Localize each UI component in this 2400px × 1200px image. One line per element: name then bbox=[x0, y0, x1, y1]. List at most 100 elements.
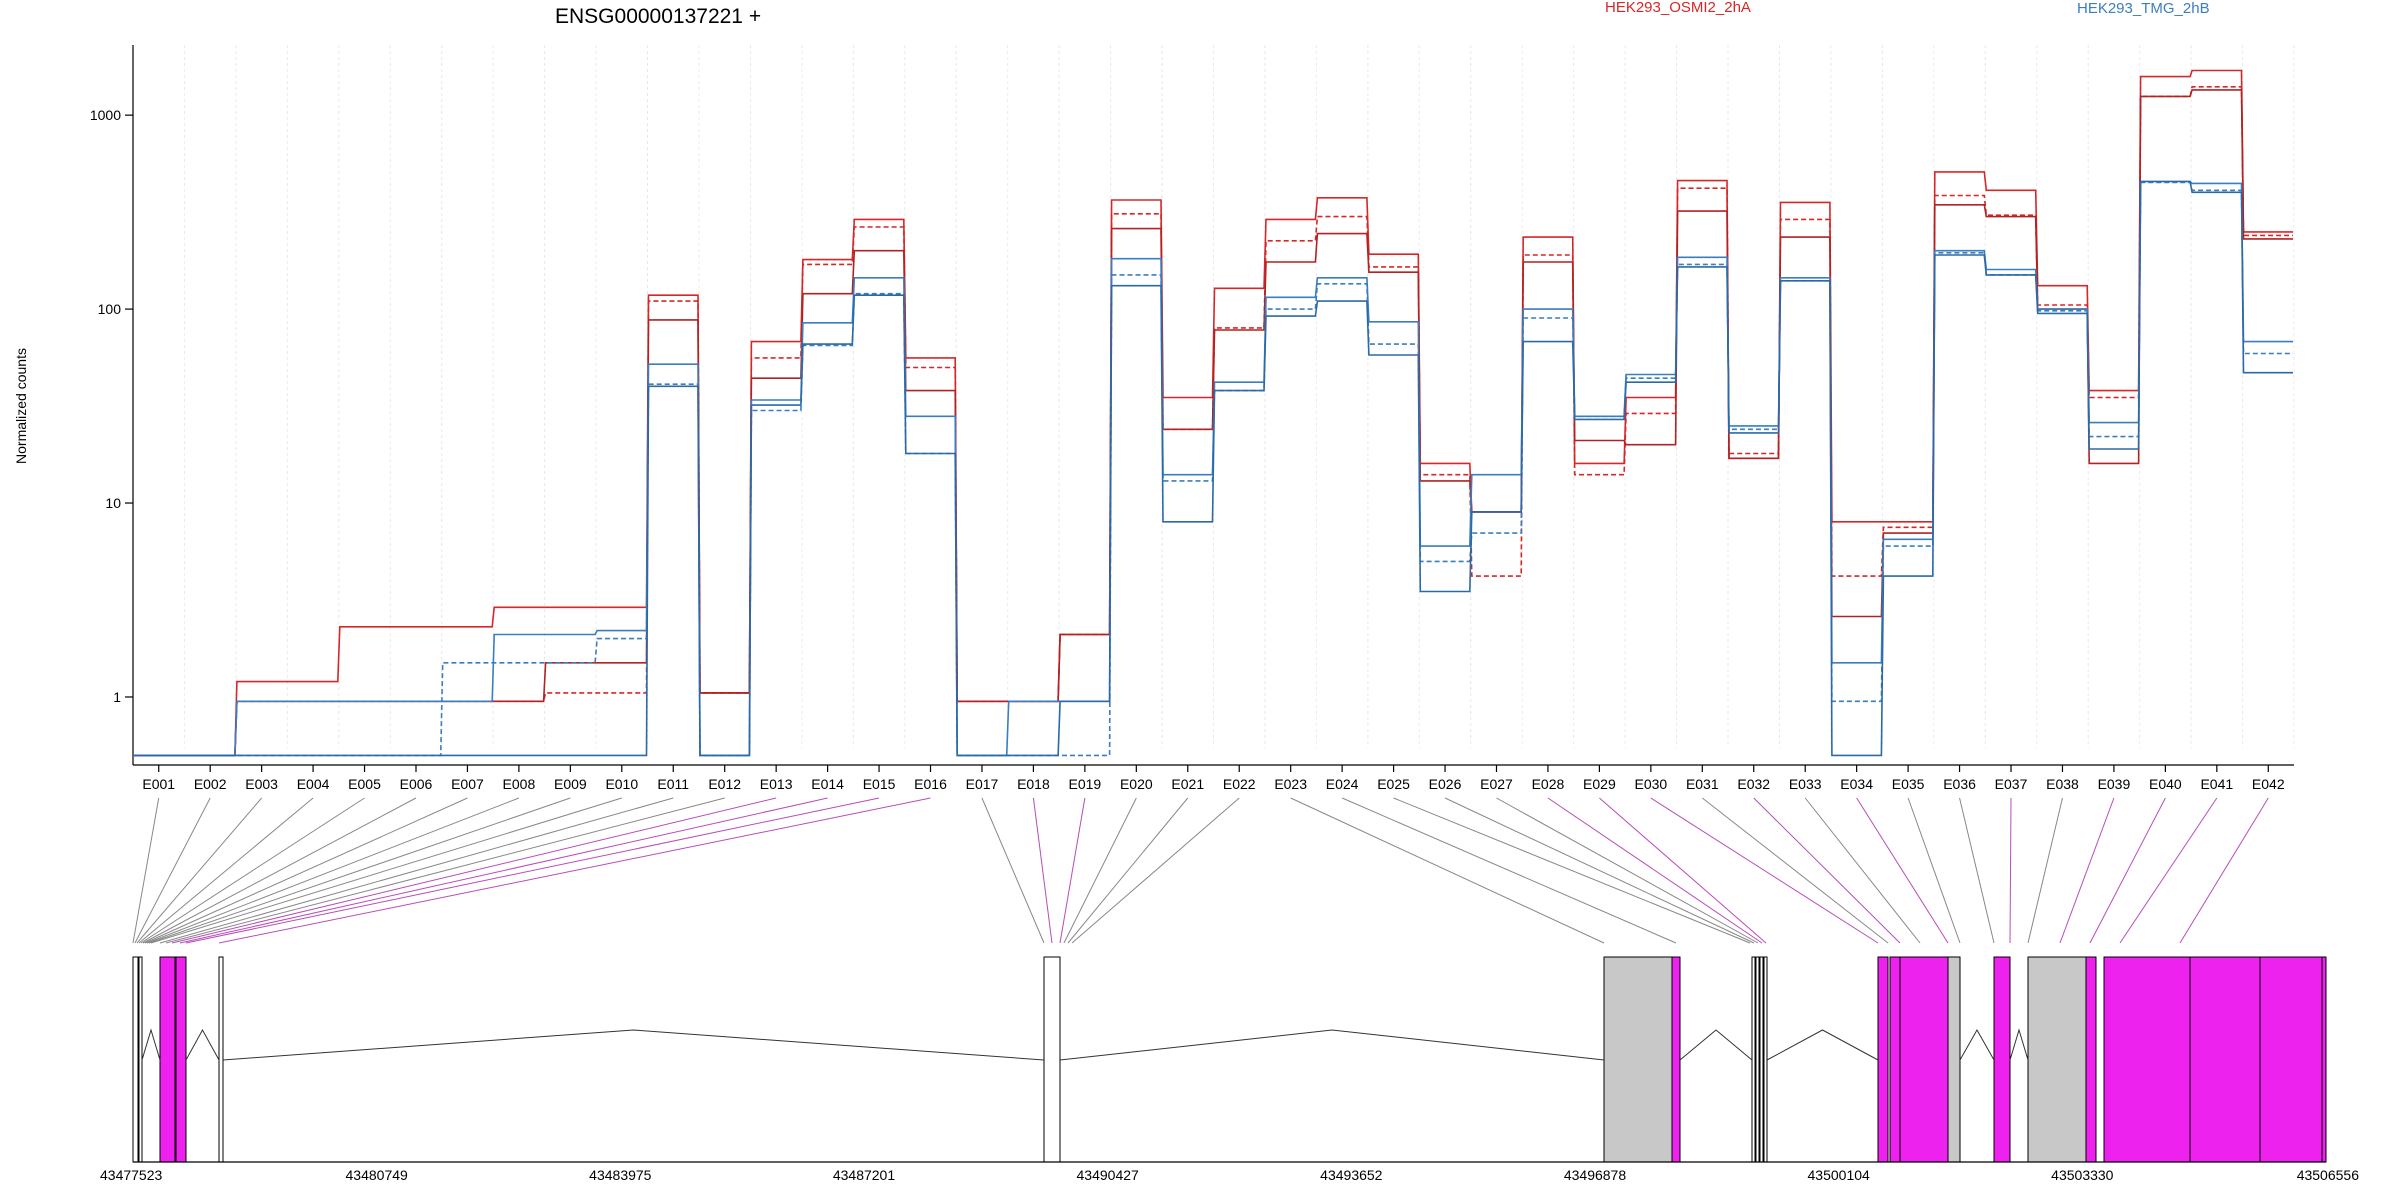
exon-label: E036 bbox=[1943, 776, 1976, 792]
intron-connector bbox=[1959, 1028, 1995, 1061]
exon-connector bbox=[981, 797, 1045, 944]
coordinate-label: 43500104 bbox=[1808, 1167, 1871, 1183]
exon-label: E012 bbox=[708, 776, 741, 792]
exon-label: E011 bbox=[657, 776, 689, 792]
exon-connector bbox=[159, 797, 674, 944]
exon-label: E030 bbox=[1634, 776, 1667, 792]
exon-connector bbox=[1341, 797, 1677, 944]
exon-label: E018 bbox=[1017, 776, 1050, 792]
exon-connector bbox=[134, 797, 211, 944]
exon-block bbox=[1877, 956, 1889, 1163]
exon-connector bbox=[1650, 797, 1879, 944]
exon-label: E042 bbox=[2252, 776, 2285, 792]
exon-label: E004 bbox=[297, 776, 330, 792]
exon-block bbox=[138, 956, 143, 1163]
exon-connector bbox=[165, 797, 725, 944]
exon-connector bbox=[1496, 797, 1759, 944]
exon-connector bbox=[2027, 797, 2063, 944]
exon-block bbox=[2027, 956, 2087, 1163]
y-tick-label: 1 bbox=[113, 689, 121, 705]
exon-block bbox=[2189, 956, 2261, 1163]
exon-label: E006 bbox=[400, 776, 433, 792]
exon-label: E025 bbox=[1377, 776, 1410, 792]
exon-label: E016 bbox=[914, 776, 947, 792]
coordinate-label: 43483975 bbox=[589, 1167, 652, 1183]
exon-label: E015 bbox=[863, 776, 896, 792]
exon-label: E039 bbox=[2098, 776, 2131, 792]
exon-connector bbox=[185, 797, 880, 944]
exon-connector bbox=[150, 797, 622, 944]
exon-block bbox=[1947, 956, 1961, 1163]
exon-label: E032 bbox=[1737, 776, 1770, 792]
exon-block bbox=[1751, 956, 1756, 1163]
exon-block bbox=[2321, 956, 2327, 1163]
exon-block bbox=[1889, 956, 1901, 1163]
intron-connector bbox=[1679, 1029, 1753, 1061]
gene-title: ENSG00000137221 + bbox=[555, 5, 761, 28]
exon-block bbox=[1763, 956, 1768, 1163]
coordinate-label: 43503330 bbox=[2051, 1167, 2114, 1183]
exon-label: E003 bbox=[245, 776, 278, 792]
exon-connector bbox=[2119, 797, 2218, 944]
coordinate-label: 43487201 bbox=[833, 1167, 896, 1183]
exon-connector bbox=[1059, 797, 1086, 944]
plot-series bbox=[134, 69, 2293, 757]
legend-label-tmg: HEK293_TMG_2hB bbox=[2077, 0, 2210, 17]
exon-connector bbox=[1032, 797, 1053, 944]
exon-connector bbox=[140, 797, 365, 944]
exon-connector bbox=[1856, 797, 1949, 944]
exon-block bbox=[1899, 956, 1949, 1163]
exon-label: E024 bbox=[1326, 776, 1359, 792]
y-tick-label: 1000 bbox=[90, 107, 121, 123]
exon-block bbox=[159, 956, 176, 1163]
legend-label-osmi2: HEK293_OSMI2_2hA bbox=[1605, 0, 1751, 16]
exon-block bbox=[1755, 956, 1760, 1163]
exon-connector bbox=[1959, 797, 1995, 944]
exon-label: E014 bbox=[811, 776, 844, 792]
exon-connector bbox=[136, 797, 263, 944]
exon-label: E010 bbox=[605, 776, 638, 792]
exon-connector bbox=[148, 797, 571, 944]
y-tick-label: 10 bbox=[105, 495, 121, 511]
exon-label: E028 bbox=[1532, 776, 1565, 792]
x-axis: E001 E002 E003 E004 E005 E006 E007 E008 E009 E010… bbox=[133, 764, 2294, 792]
exon-label: E023 bbox=[1274, 776, 1307, 792]
gene-model bbox=[132, 956, 2327, 1163]
exon-connector bbox=[132, 797, 160, 944]
exon-block bbox=[1759, 956, 1764, 1163]
exon-connector bbox=[1290, 797, 1605, 944]
exon-block bbox=[1043, 956, 1061, 1163]
exon-label: E038 bbox=[2046, 776, 2079, 792]
exon-label: E021 bbox=[1171, 776, 1204, 792]
exon-label: E013 bbox=[760, 776, 793, 792]
exon-connector bbox=[1701, 797, 1889, 944]
exon-connector bbox=[142, 797, 417, 944]
intron-connector bbox=[1059, 1029, 1605, 1061]
exon-connector bbox=[2059, 797, 2115, 944]
exon-connector bbox=[2089, 797, 2166, 944]
exon-label: E007 bbox=[451, 776, 484, 792]
exon-connector bbox=[1804, 797, 1921, 944]
exon-label: E026 bbox=[1429, 776, 1462, 792]
intron-connector bbox=[222, 1029, 1045, 1061]
intron-connector bbox=[1766, 1029, 1879, 1061]
exon-label: E002 bbox=[194, 776, 227, 792]
exon-connector bbox=[1393, 797, 1751, 944]
exon-connector bbox=[2179, 797, 2269, 944]
exon-label: E033 bbox=[1789, 776, 1822, 792]
exon-label: E019 bbox=[1069, 776, 1102, 792]
exon-label: E027 bbox=[1480, 776, 1513, 792]
exon-connector bbox=[1599, 797, 1767, 944]
exon-connector bbox=[171, 797, 777, 944]
exon-block bbox=[2085, 956, 2097, 1163]
exon-connector bbox=[1547, 797, 1763, 944]
series-HEK293_TMG_2hB-6 bbox=[134, 180, 2293, 757]
exon-label: E022 bbox=[1223, 776, 1256, 792]
coordinate-label: 43496878 bbox=[1564, 1167, 1627, 1183]
intron-connector bbox=[2009, 1028, 2029, 1061]
exon-connector bbox=[1063, 797, 1137, 944]
series-HEK293_TMG_2hB-5 bbox=[134, 181, 2293, 757]
exon-connector bbox=[144, 797, 468, 944]
exon-block bbox=[2103, 956, 2191, 1163]
